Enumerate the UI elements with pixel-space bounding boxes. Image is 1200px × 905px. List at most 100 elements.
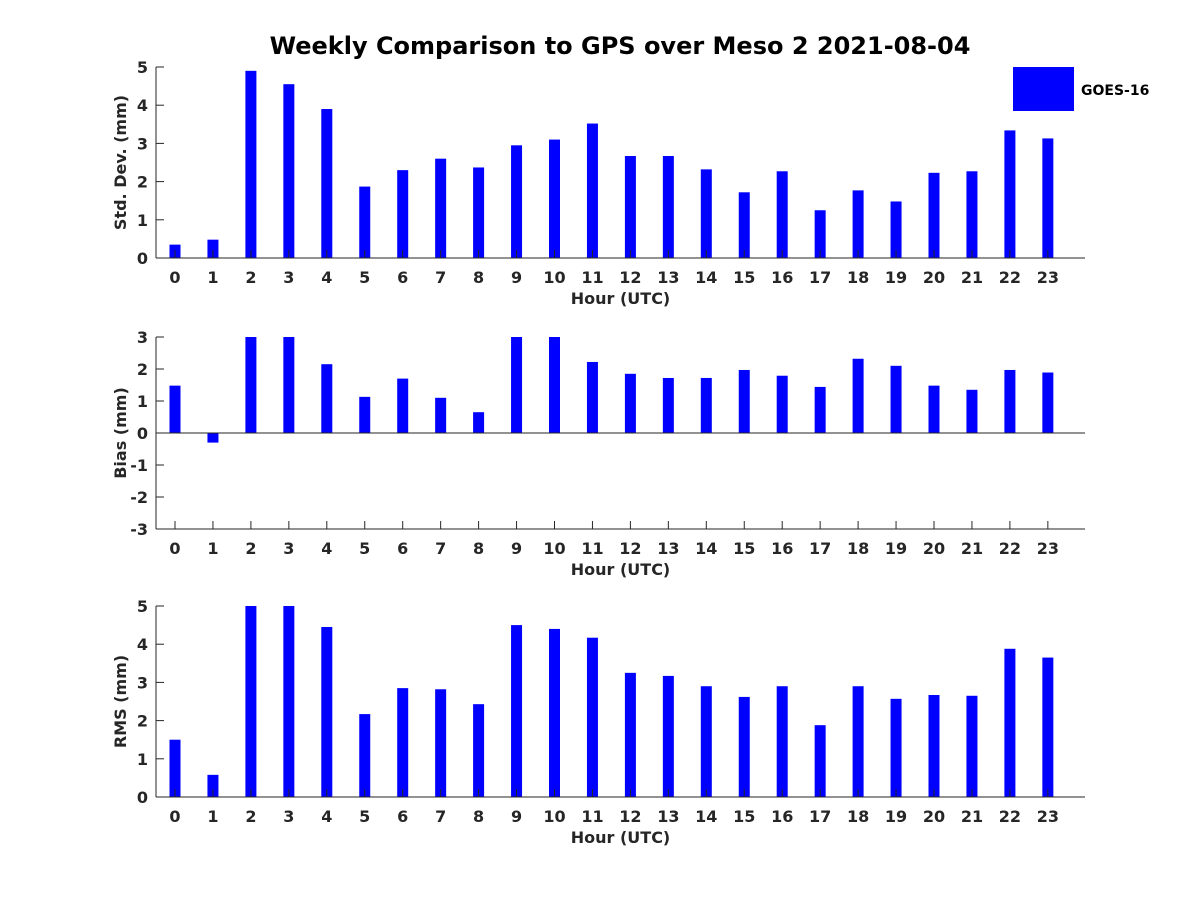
bar-std-dev-mm-hour-23 <box>1042 138 1054 258</box>
x-tick-label: 6 <box>397 268 408 287</box>
bar-bias-mm-hour-23 <box>1042 372 1054 433</box>
bar-bias-mm-hour-18 <box>852 358 864 433</box>
bar-bias-mm-hour-7 <box>435 397 447 433</box>
x-tick-label: 14 <box>695 807 717 826</box>
y-tick-label: -3 <box>130 520 148 539</box>
y-tick-label: 5 <box>137 58 148 77</box>
x-tick-label: 20 <box>923 539 945 558</box>
y-tick-label: 1 <box>137 750 148 769</box>
bar-bias-mm-hour-14 <box>700 377 712 433</box>
bar-rms-mm-hour-7 <box>435 689 447 797</box>
bar-bias-mm-hour-8 <box>473 412 485 433</box>
x-tick-label: 0 <box>169 539 180 558</box>
x-tick-label: 5 <box>359 807 370 826</box>
bar-bias-mm-hour-21 <box>966 389 978 433</box>
bar-bias-mm-hour-12 <box>624 373 636 433</box>
bar-std-dev-mm-hour-13 <box>662 156 674 258</box>
bar-std-dev-mm-hour-1 <box>207 239 219 258</box>
x-tick-label: 16 <box>771 807 793 826</box>
y-tick-label: -1 <box>130 456 148 475</box>
bar-rms-mm-hour-0 <box>169 739 181 797</box>
bar-rms-mm-hour-17 <box>814 725 826 797</box>
x-tick-label: 20 <box>923 807 945 826</box>
y-tick-label: 5 <box>137 597 148 616</box>
bar-std-dev-mm-hour-7 <box>435 158 447 258</box>
y-tick-label: 0 <box>137 788 148 807</box>
bar-rms-mm-hour-18 <box>852 686 864 797</box>
y-tick-label: 2 <box>137 360 148 379</box>
x-tick-label: 9 <box>511 807 522 826</box>
bar-bias-mm-hour-13 <box>662 377 674 433</box>
y-tick-label: 0 <box>137 424 148 443</box>
y-tick-label: 0 <box>137 249 148 268</box>
x-tick-label: 14 <box>695 268 717 287</box>
x-tick-label: 7 <box>435 268 446 287</box>
bar-bias-mm-hour-10 <box>549 337 560 433</box>
legend-swatch-goes-16 <box>1013 67 1074 111</box>
y-tick-label: -2 <box>130 488 148 507</box>
x-tick-label: 2 <box>245 807 256 826</box>
bar-std-dev-mm-hour-8 <box>473 167 485 258</box>
x-tick-label: 5 <box>359 539 370 558</box>
x-tick-label: 7 <box>435 807 446 826</box>
bar-rms-mm-hour-2 <box>245 606 257 797</box>
bar-bias-mm-hour-6 <box>397 378 409 433</box>
y-axis-label: Std. Dev. (mm) <box>111 95 130 230</box>
x-tick-label: 10 <box>543 807 565 826</box>
bar-std-dev-mm-hour-4 <box>321 109 333 259</box>
x-tick-label: 18 <box>847 539 869 558</box>
bar-bias-mm-hour-22 <box>1004 369 1016 433</box>
x-tick-label: 22 <box>999 268 1021 287</box>
bar-std-dev-mm-hour-21 <box>966 171 978 258</box>
x-tick-label: 8 <box>473 539 484 558</box>
x-tick-label: 9 <box>511 539 522 558</box>
x-tick-label: 23 <box>1037 539 1059 558</box>
x-tick-label: 3 <box>283 268 294 287</box>
bar-std-dev-mm-hour-20 <box>928 172 940 258</box>
bar-rms-mm-hour-5 <box>359 714 371 797</box>
bar-rms-mm-hour-15 <box>738 696 750 797</box>
bar-bias-mm-hour-15 <box>738 369 750 433</box>
x-tick-label: 13 <box>657 807 679 826</box>
bar-std-dev-mm-hour-3 <box>283 84 295 258</box>
x-tick-label: 21 <box>961 807 983 826</box>
bar-rms-mm-hour-9 <box>511 625 523 797</box>
x-tick-label: 6 <box>397 807 408 826</box>
x-axis-label: Hour (UTC) <box>571 289 671 308</box>
bar-bias-mm-hour-2 <box>245 337 257 433</box>
x-tick-label: 21 <box>961 268 983 287</box>
x-tick-label: 23 <box>1037 268 1059 287</box>
x-tick-label: 1 <box>207 807 218 826</box>
bar-std-dev-mm-hour-11 <box>586 123 598 258</box>
x-tick-label: 16 <box>771 268 793 287</box>
y-tick-label: 3 <box>137 328 148 347</box>
bar-std-dev-mm-hour-22 <box>1004 130 1016 258</box>
x-tick-label: 23 <box>1037 807 1059 826</box>
x-axis-label: Hour (UTC) <box>571 560 671 579</box>
x-axis-label: Hour (UTC) <box>571 828 671 847</box>
bar-bias-mm-hour-17 <box>814 386 826 433</box>
y-axis-label: Bias (mm) <box>111 387 130 479</box>
x-tick-label: 1 <box>207 539 218 558</box>
bar-rms-mm-hour-14 <box>700 686 712 797</box>
bar-std-dev-mm-hour-10 <box>549 139 560 258</box>
x-tick-label: 18 <box>847 268 869 287</box>
y-tick-label: 2 <box>137 173 148 192</box>
x-tick-label: 19 <box>885 807 907 826</box>
legend: GOES-16 <box>1013 67 1149 111</box>
bar-rms-mm-hour-22 <box>1004 648 1016 797</box>
bar-rms-mm-hour-16 <box>776 686 788 797</box>
x-tick-label: 6 <box>397 539 408 558</box>
x-tick-label: 17 <box>809 539 831 558</box>
bar-rms-mm-hour-19 <box>890 698 902 797</box>
bar-rms-mm-hour-21 <box>966 695 978 797</box>
x-tick-label: 15 <box>733 539 755 558</box>
x-tick-label: 19 <box>885 268 907 287</box>
x-tick-label: 11 <box>581 807 603 826</box>
x-tick-label: 17 <box>809 268 831 287</box>
y-axis-label: RMS (mm) <box>111 655 130 748</box>
x-tick-label: 20 <box>923 268 945 287</box>
y-tick-label: 4 <box>137 96 148 115</box>
bar-std-dev-mm-hour-14 <box>700 169 712 258</box>
